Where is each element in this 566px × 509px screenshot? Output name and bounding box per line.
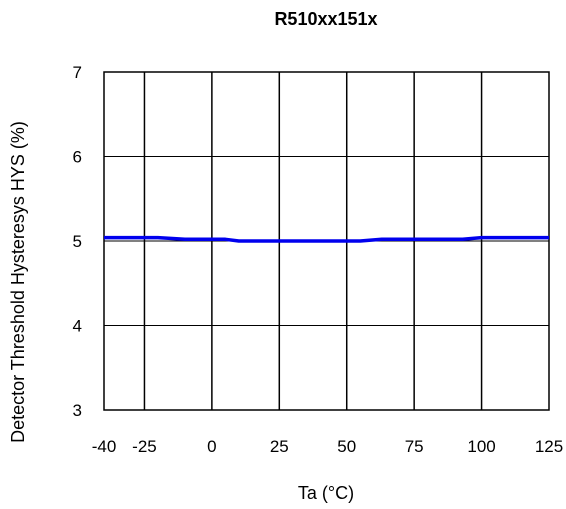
y-tick-label: 3: [73, 401, 82, 420]
x-tick-label: 50: [337, 437, 356, 456]
x-tick-label: 125: [535, 437, 563, 456]
y-tick-label: 4: [73, 317, 82, 336]
x-tick-label: 100: [467, 437, 495, 456]
y-tick-label: 7: [73, 63, 82, 82]
x-axis-label: Ta (°C): [298, 483, 354, 503]
x-tick-label: 25: [270, 437, 289, 456]
y-tick-labels: 3 4 5 6 7: [73, 63, 82, 420]
y-tick-label: 6: [73, 148, 82, 167]
x-tick-label: 0: [207, 437, 216, 456]
chart-title: R510xx151x: [274, 9, 377, 29]
series-layer: [104, 235, 549, 243]
y-axis-label: Detector Threshold Hysteresys HYS (%): [8, 121, 28, 443]
plot-area: [103, 71, 550, 411]
y-tick-label: 5: [73, 232, 82, 251]
series-line: [104, 235, 549, 243]
x-tick-labels: -40 -25 0 25 50 75 100 125: [92, 437, 563, 456]
x-tick-label: -25: [132, 437, 157, 456]
x-tick-label: -40: [92, 437, 117, 456]
x-tick-label: 75: [405, 437, 424, 456]
